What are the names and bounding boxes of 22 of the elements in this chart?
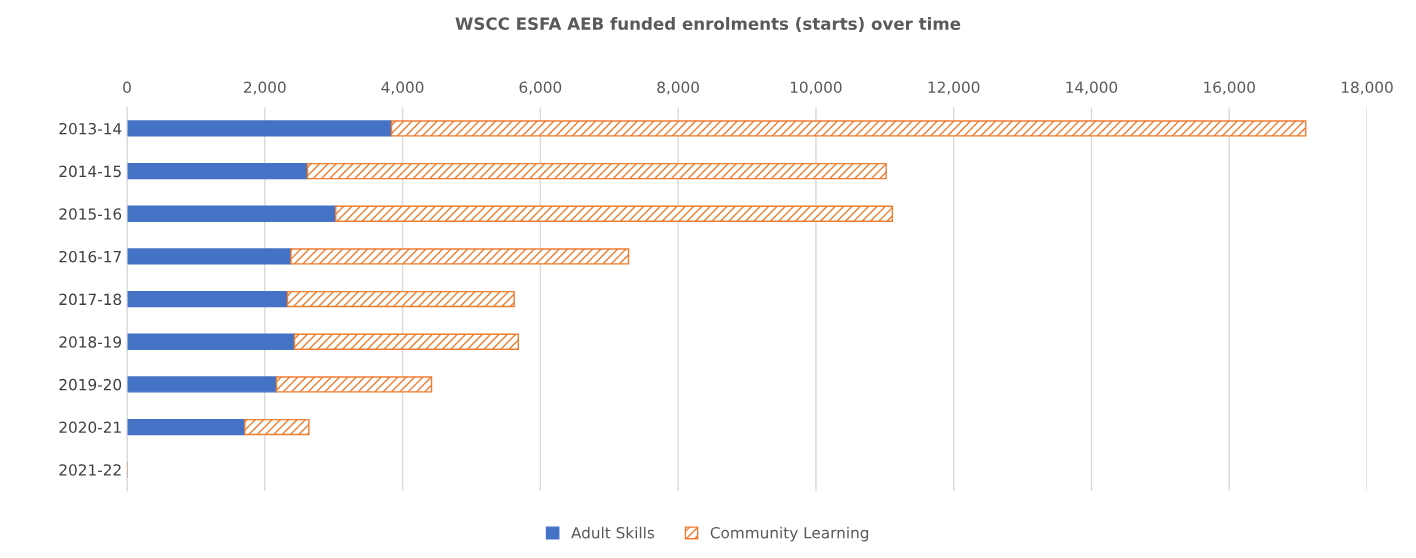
x-tick-label: 4,000 (381, 81, 424, 95)
y-tick-label: 2018-19 (59, 336, 122, 348)
chart-title: WSCC ESFA AEB funded enrolments (starts) over time (455, 17, 961, 32)
y-tick-label: 2017-18 (59, 293, 122, 306)
x-tick-label: 18,000 (1341, 81, 1393, 95)
y-tick-label: 2020-21 (59, 421, 121, 434)
x-tick-label: 14,000 (1066, 81, 1118, 95)
x-tick-label: 2,000 (244, 81, 286, 95)
y-tick-label: 2019-20 (59, 378, 122, 391)
y-tick-label: 2014-15 (59, 165, 121, 178)
x-tick-label: 0 (123, 81, 131, 94)
y-tick-label: 2016-17 (59, 250, 121, 263)
x-tick-label: 16,000 (1204, 81, 1255, 95)
x-tick-label: 10,000 (790, 81, 842, 95)
legend-label: Community Learning (710, 526, 869, 542)
y-tick-label: 2013-14 (59, 122, 122, 135)
x-tick-label: 6,000 (519, 81, 562, 95)
x-tick-label: 8,000 (657, 81, 699, 95)
y-tick-label: 2021-22 (59, 464, 121, 476)
legend-label: Adult Skills (571, 526, 655, 539)
x-tick-label: 12,000 (928, 81, 980, 95)
y-tick-label: 2015-16 (59, 208, 122, 220)
